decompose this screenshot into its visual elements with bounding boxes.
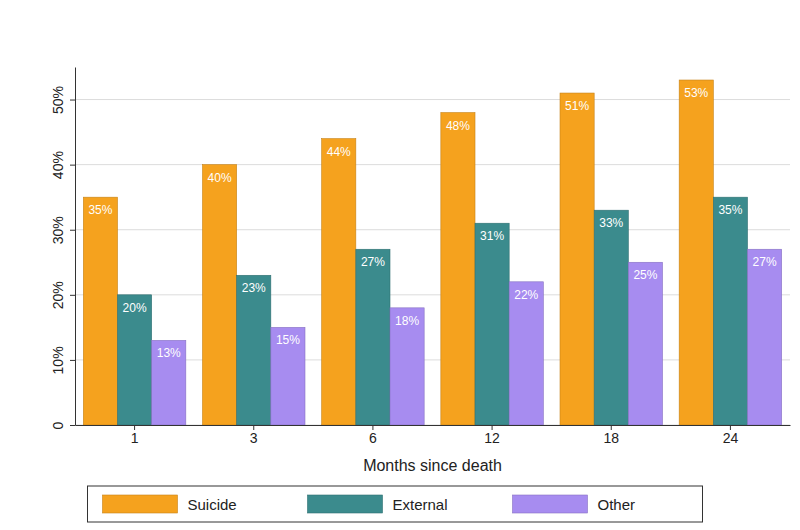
data-label: 27%	[753, 255, 777, 269]
data-label: 44%	[327, 145, 351, 159]
tick: 6	[369, 425, 377, 446]
bar	[322, 139, 356, 425]
tick-label: 6	[369, 430, 377, 446]
data-label: 13%	[157, 346, 181, 360]
data-label: 15%	[276, 333, 300, 347]
legend-swatch	[103, 495, 178, 513]
data-label: 35%	[718, 203, 742, 217]
tick-mark	[70, 425, 75, 426]
data-label: 33%	[599, 216, 623, 230]
tick: 10%	[50, 346, 75, 374]
tick-label: 50%	[50, 86, 66, 114]
legend-label: External	[393, 496, 448, 513]
data-label: 18%	[395, 314, 419, 328]
tick: 12	[484, 425, 500, 446]
data-label: 23%	[242, 281, 266, 295]
background	[0, 0, 800, 530]
tick-label: 12	[484, 430, 500, 446]
tick: 20%	[50, 281, 75, 309]
data-label: 25%	[633, 268, 657, 282]
tick-label: 0	[50, 421, 66, 429]
legend: Suicide External Other	[88, 486, 703, 522]
tick-mark	[70, 360, 75, 361]
data-label: 35%	[88, 203, 112, 217]
tick: 40%	[50, 151, 75, 179]
data-label: 27%	[361, 255, 385, 269]
tick: 30%	[50, 216, 75, 244]
tick-label: 24	[723, 430, 739, 446]
bar	[509, 282, 543, 425]
y-axis: 0 10% 20% 30% 40% 50%	[50, 68, 76, 430]
bar	[560, 93, 594, 425]
tick-label: 40%	[50, 151, 66, 179]
data-labels: 35% 40% 44% 48% 51% 53% 20% 23% 27% 31% 33% 35% 13% 1…	[88, 86, 777, 360]
tick-label: 3	[250, 430, 258, 446]
legend-swatch	[513, 495, 588, 513]
tick: 3	[250, 425, 258, 446]
tick-mark	[70, 165, 75, 166]
tick-label: 18	[603, 430, 619, 446]
data-label: 51%	[565, 99, 589, 113]
axis-line	[75, 68, 76, 426]
tick: 0	[50, 421, 75, 429]
bar	[237, 275, 271, 425]
data-label: 22%	[514, 288, 538, 302]
bar	[83, 197, 117, 425]
tick-label: 30%	[50, 216, 66, 244]
bar	[475, 223, 509, 425]
tick: 24	[723, 425, 739, 446]
x-axis-title: Months since death	[363, 457, 502, 474]
chart: 35% 40% 44% 48% 51% 53% 20% 23% 27% 31% 33% 35% 13% 1…	[0, 0, 800, 530]
bar	[594, 210, 628, 425]
bar	[118, 295, 152, 425]
legend-label: Other	[598, 496, 636, 513]
data-label: 40%	[208, 171, 232, 185]
data-label: 20%	[123, 301, 147, 315]
legend-swatch	[308, 495, 383, 513]
bar	[152, 340, 186, 425]
bar	[356, 249, 390, 425]
tick-mark	[70, 295, 75, 296]
tick: 50%	[50, 86, 75, 114]
bar	[679, 80, 713, 425]
data-label: 53%	[684, 86, 708, 100]
bar	[203, 165, 237, 425]
tick: 1	[131, 425, 139, 446]
legend-box	[88, 486, 703, 522]
tick-label: 1	[131, 430, 139, 446]
tick-mark	[70, 230, 75, 231]
legend-label: Suicide	[188, 496, 237, 513]
axis-line	[76, 425, 791, 426]
bar	[271, 327, 305, 425]
bars	[83, 80, 781, 425]
bar	[713, 197, 747, 425]
tick-mark	[70, 100, 75, 101]
bar	[628, 262, 662, 425]
bar	[747, 249, 781, 425]
bar	[441, 113, 475, 425]
data-label: 31%	[480, 229, 504, 243]
bar	[390, 308, 424, 425]
tick-label: 10%	[50, 346, 66, 374]
tick: 18	[603, 425, 619, 446]
tick-label: 20%	[50, 281, 66, 309]
x-axis: 1 3 6 12 18 24	[76, 425, 791, 446]
data-label: 48%	[446, 119, 470, 133]
